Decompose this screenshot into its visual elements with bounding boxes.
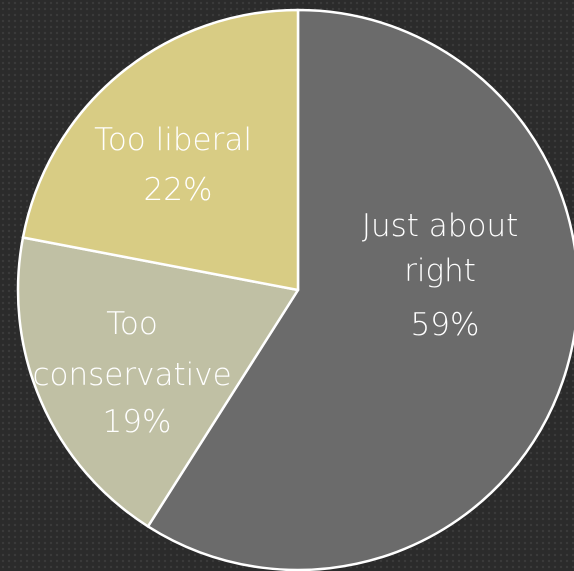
slice-label-too-conservative: Too conservative 19% [32, 306, 241, 440]
pie-labels: Just about right 59% Too conservative 19… [32, 122, 528, 440]
slice-label-just-about-right: Just about right 59% [362, 208, 528, 343]
pie-slice-too-conservative [16, 236, 300, 528]
pie-slice-too-liberal [21, 8, 300, 292]
slice-label-too-liberal: Too liberal 22% [94, 122, 262, 208]
pie-slices [16, 8, 574, 571]
pie-slice-just-about-right [146, 8, 574, 571]
